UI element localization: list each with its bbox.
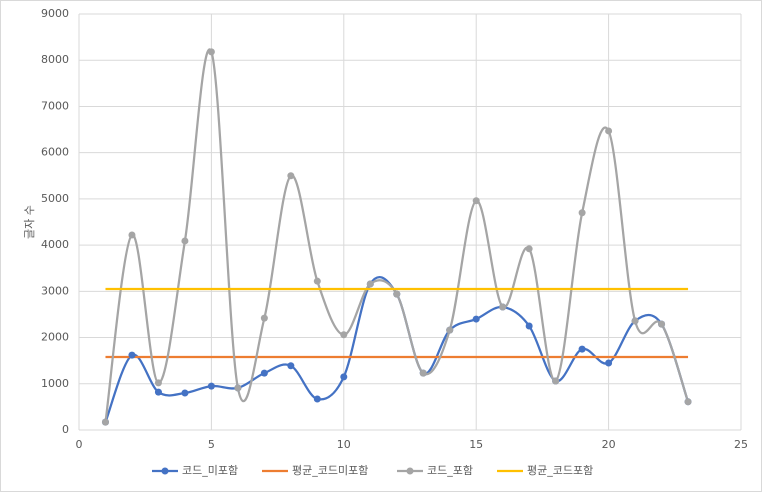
- data-point: [207, 48, 215, 56]
- data-point: [393, 290, 401, 298]
- data-point: [181, 237, 189, 245]
- data-point: [340, 331, 348, 339]
- x-tick-label: 10: [337, 438, 351, 451]
- y-tick-label: 8000: [41, 53, 69, 66]
- data-point: [525, 322, 533, 330]
- y-tick-label: 3000: [41, 284, 69, 297]
- x-tick-label: 15: [469, 438, 483, 451]
- data-point: [340, 373, 348, 381]
- data-point: [366, 280, 374, 288]
- data-point: [578, 209, 586, 217]
- data-point: [287, 172, 295, 180]
- x-tick-label: 25: [734, 438, 748, 451]
- data-point: [684, 398, 692, 406]
- legend-marker: [161, 467, 169, 475]
- data-point: [207, 382, 215, 390]
- x-tick-label: 5: [208, 438, 215, 451]
- legend-label: 평균_코드포함: [527, 464, 593, 477]
- data-point: [552, 377, 560, 385]
- y-tick-label: 2000: [41, 331, 69, 344]
- data-point: [472, 197, 480, 205]
- data-point: [260, 314, 268, 322]
- y-tick-label: 9000: [41, 7, 69, 20]
- y-tick-label: 6000: [41, 146, 69, 159]
- data-point: [154, 379, 162, 387]
- y-axis-label: 글자 수: [23, 205, 36, 239]
- data-point: [234, 384, 242, 392]
- data-point: [499, 303, 507, 311]
- data-point: [578, 345, 586, 353]
- y-tick-label: 5000: [41, 192, 69, 205]
- y-tick-label: 0: [62, 423, 69, 436]
- legend-label: 평균_코드미포함: [292, 464, 368, 477]
- data-point: [658, 320, 666, 328]
- legend-marker: [406, 467, 414, 475]
- y-tick-label: 7000: [41, 99, 69, 112]
- data-point: [260, 369, 268, 377]
- legend-label: 코드_포함: [427, 464, 473, 477]
- data-point: [313, 395, 321, 403]
- series-line: [104, 48, 690, 423]
- data-point: [154, 388, 162, 396]
- y-tick-label: 1000: [41, 377, 69, 390]
- data-point: [446, 326, 454, 334]
- data-point: [631, 317, 639, 325]
- data-point: [605, 359, 613, 367]
- data-point: [128, 351, 136, 359]
- data-point: [101, 418, 109, 426]
- data-point: [525, 245, 533, 253]
- x-tick-label: 0: [76, 438, 83, 451]
- x-tick-label: 20: [602, 438, 616, 451]
- y-tick-label: 4000: [41, 238, 69, 251]
- legend-label: 코드_미포함: [182, 464, 238, 477]
- data-point: [287, 362, 295, 370]
- data-point: [313, 277, 321, 285]
- data-point: [605, 127, 613, 135]
- data-point: [419, 369, 427, 377]
- data-point: [181, 389, 189, 397]
- data-point: [128, 231, 136, 239]
- data-point: [472, 315, 480, 323]
